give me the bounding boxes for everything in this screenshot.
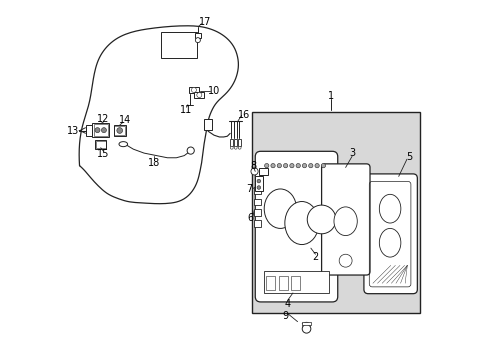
Bar — [265, 276, 274, 290]
Bar — [254, 188, 260, 194]
Circle shape — [230, 146, 233, 149]
Circle shape — [101, 128, 106, 133]
Text: 17: 17 — [199, 17, 211, 27]
Circle shape — [257, 179, 260, 183]
Text: 18: 18 — [148, 158, 160, 168]
Ellipse shape — [264, 189, 296, 228]
Bar — [95, 140, 106, 149]
Bar — [194, 92, 204, 98]
FancyBboxPatch shape — [363, 174, 416, 294]
Text: 5: 5 — [406, 152, 412, 162]
Bar — [195, 33, 201, 38]
Text: 1: 1 — [327, 91, 333, 101]
Text: 6: 6 — [246, 213, 253, 222]
Circle shape — [117, 128, 122, 134]
Circle shape — [234, 146, 237, 149]
Circle shape — [302, 324, 310, 333]
Circle shape — [95, 128, 100, 133]
Bar — [161, 32, 197, 58]
Bar — [234, 139, 237, 145]
Bar — [290, 276, 300, 290]
Bar — [96, 141, 105, 148]
Circle shape — [238, 146, 241, 149]
Text: 15: 15 — [97, 149, 109, 159]
Text: 7: 7 — [246, 184, 252, 194]
Circle shape — [191, 87, 196, 93]
Circle shape — [308, 163, 312, 168]
Bar — [301, 321, 310, 325]
Bar — [254, 220, 260, 226]
Circle shape — [196, 93, 202, 98]
Bar — [251, 112, 419, 313]
Polygon shape — [79, 26, 238, 204]
Circle shape — [302, 163, 306, 168]
Circle shape — [277, 163, 281, 168]
Bar — [278, 276, 287, 290]
Bar — [114, 126, 124, 135]
Circle shape — [195, 38, 200, 42]
Ellipse shape — [285, 202, 318, 244]
Circle shape — [187, 147, 194, 154]
FancyBboxPatch shape — [321, 164, 369, 275]
Bar — [254, 210, 260, 216]
Ellipse shape — [119, 141, 127, 147]
FancyBboxPatch shape — [255, 151, 337, 302]
Bar — [204, 119, 212, 130]
Circle shape — [283, 163, 287, 168]
Bar — [264, 271, 328, 293]
Text: 12: 12 — [97, 114, 109, 124]
Circle shape — [314, 163, 319, 168]
Text: 2: 2 — [312, 252, 318, 262]
Circle shape — [250, 168, 258, 175]
Ellipse shape — [333, 207, 357, 235]
Circle shape — [295, 163, 300, 168]
Bar — [238, 139, 241, 145]
Text: 10: 10 — [207, 86, 220, 96]
Bar — [113, 125, 125, 136]
Bar — [258, 168, 267, 175]
Text: 9: 9 — [282, 311, 287, 321]
Ellipse shape — [379, 194, 400, 223]
Text: 16: 16 — [238, 111, 250, 121]
Bar — [230, 139, 233, 145]
Circle shape — [289, 163, 293, 168]
Bar — [93, 124, 108, 136]
Circle shape — [303, 322, 309, 329]
Circle shape — [264, 163, 268, 168]
Text: 8: 8 — [250, 161, 256, 171]
Circle shape — [339, 254, 351, 267]
Text: 13: 13 — [67, 126, 79, 135]
Text: 4: 4 — [284, 299, 290, 309]
Bar — [254, 176, 262, 191]
Bar — [92, 123, 109, 137]
Bar — [254, 199, 260, 205]
Circle shape — [270, 163, 275, 168]
Text: 3: 3 — [348, 148, 354, 158]
Circle shape — [306, 205, 335, 234]
Bar — [85, 126, 92, 135]
Text: 11: 11 — [180, 105, 192, 115]
Bar — [188, 87, 199, 93]
Circle shape — [321, 163, 325, 168]
Ellipse shape — [379, 228, 400, 257]
Text: 14: 14 — [119, 116, 131, 126]
Circle shape — [257, 186, 260, 189]
